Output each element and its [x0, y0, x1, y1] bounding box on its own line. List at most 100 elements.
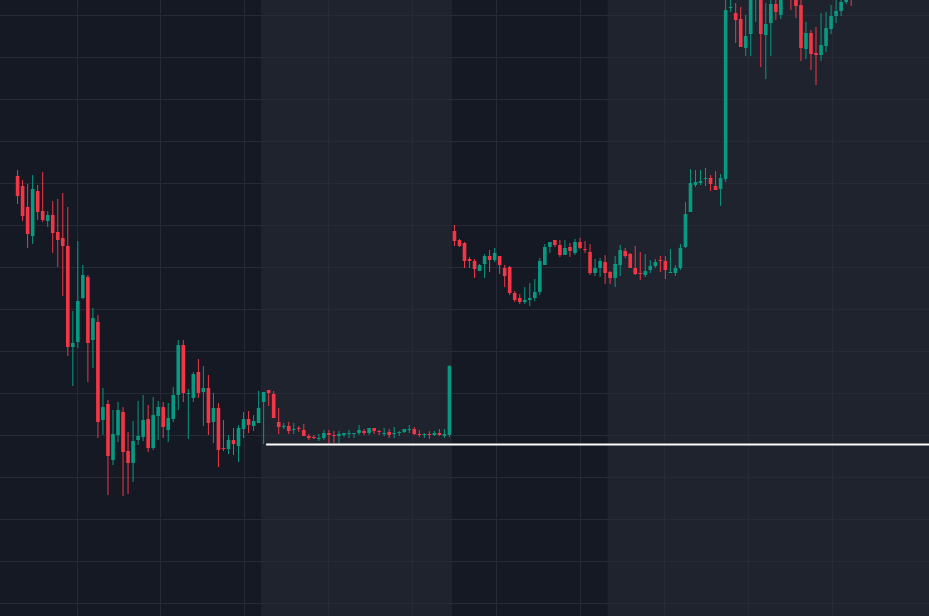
candle-body: [422, 434, 427, 435]
candle-down: [502, 265, 507, 287]
candle-down: [467, 257, 472, 268]
candle-body: [337, 434, 341, 436]
candle-down: [86, 275, 90, 382]
candle-up: [693, 170, 698, 187]
candle-body: [713, 186, 718, 190]
candle-up: [563, 240, 567, 255]
candle-body: [116, 410, 120, 435]
candle-body: [201, 388, 206, 392]
candle-down: [121, 407, 125, 496]
candle-body: [758, 0, 763, 34]
candle-body: [121, 412, 125, 452]
candle-body: [487, 256, 492, 260]
candle-up: [291, 423, 296, 434]
candle-down: [216, 403, 221, 467]
candle-down: [758, 0, 763, 67]
candle-body: [738, 19, 743, 47]
candle-body: [191, 374, 196, 398]
candle-down: [628, 253, 633, 268]
candle-down: [452, 225, 457, 246]
candle-body: [221, 448, 226, 449]
candle-body: [20, 186, 25, 216]
candle-body: [261, 392, 266, 402]
candle-body: [216, 408, 221, 450]
candle-body: [447, 366, 452, 435]
candle-body: [176, 345, 181, 395]
candle-up: [718, 174, 723, 206]
candle-body: [251, 421, 256, 426]
candle-body: [312, 437, 316, 438]
candle-up: [91, 308, 95, 368]
candle-down: [286, 422, 291, 434]
candle-up: [698, 170, 703, 185]
candle-up: [281, 423, 286, 429]
candle-body: [71, 343, 75, 347]
candle-body: [457, 240, 462, 246]
candle-up: [643, 254, 648, 277]
candle-body: [76, 301, 80, 342]
candle-body: [382, 433, 386, 434]
candle-body: [307, 436, 311, 438]
candle-body: [171, 395, 176, 419]
candle-body: [834, 11, 838, 16]
candle-body: [236, 428, 241, 446]
candle-down: [733, 3, 738, 43]
candle-body: [101, 407, 105, 420]
candle-body: [317, 438, 321, 439]
candle-up: [186, 389, 191, 439]
candle-body: [824, 28, 828, 46]
candle-body: [482, 256, 487, 264]
candle-down: [588, 244, 592, 275]
candle-up: [442, 429, 447, 438]
candle-up: [653, 259, 658, 268]
candle-up: [527, 283, 532, 306]
candle-body: [397, 432, 402, 433]
candle-body: [81, 275, 85, 298]
candle-down: [387, 429, 391, 438]
candle-body: [156, 407, 160, 416]
candle-down: [850, 0, 852, 6]
candle-up: [678, 244, 683, 270]
candle-body: [407, 429, 412, 430]
candle-body: [347, 433, 351, 434]
candle-body: [281, 426, 286, 427]
candle-body: [502, 268, 507, 276]
candle-up: [342, 433, 346, 437]
candle-body: [593, 268, 597, 273]
candle-body: [55, 232, 60, 240]
candle-up: [703, 168, 708, 186]
candle-up: [201, 366, 206, 426]
candle-up: [236, 425, 241, 462]
candle-body: [543, 247, 547, 265]
candle-up: [141, 395, 145, 441]
candle-up: [176, 340, 181, 410]
candle-up: [477, 264, 482, 271]
candle-down: [221, 420, 226, 451]
candle-down: [60, 193, 65, 296]
candle-body: [844, 0, 848, 2]
candle-body: [327, 433, 331, 435]
candle-down: [312, 435, 316, 439]
candle-up: [131, 421, 135, 482]
candle-up: [593, 259, 597, 276]
candle-body: [698, 181, 703, 183]
candle-body: [507, 267, 512, 293]
candle-down: [638, 252, 643, 280]
candle-up: [81, 265, 85, 299]
candle-down: [568, 243, 572, 257]
candle-down: [462, 242, 467, 268]
candle-down: [794, 0, 798, 18]
candle-body: [633, 268, 638, 274]
candle-body: [538, 261, 542, 292]
candle-body: [708, 178, 713, 184]
candle-down: [809, 30, 813, 70]
candle-down: [487, 250, 492, 272]
candle-down: [65, 207, 70, 356]
candle-body: [743, 36, 748, 48]
candle-body: [668, 272, 673, 273]
candle-body: [794, 0, 798, 6]
candle-body: [613, 264, 617, 278]
candle-down: [417, 430, 422, 437]
